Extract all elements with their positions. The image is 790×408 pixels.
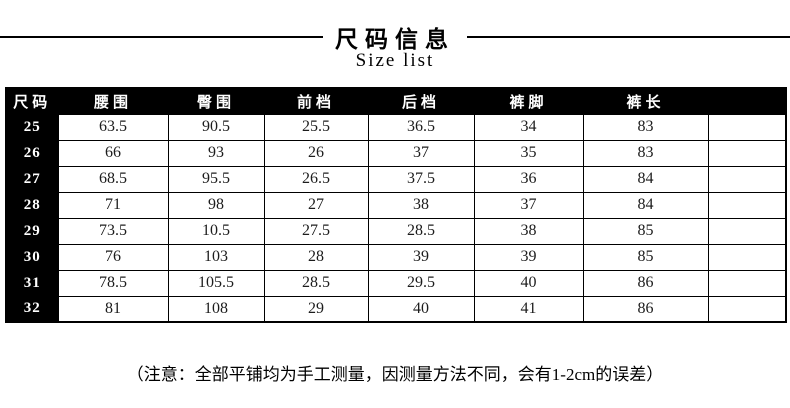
- table-cell: 38: [367, 191, 475, 219]
- table-cell: [707, 217, 787, 245]
- table-cell: 68.5: [57, 165, 169, 193]
- title-band: 尺码信息: [0, 20, 790, 54]
- table-cell: 85: [582, 243, 709, 271]
- table-cell: 78.5: [57, 269, 169, 297]
- table-cell: 108: [167, 295, 265, 323]
- table-cell: [707, 295, 787, 323]
- size-cell: 25: [5, 113, 59, 141]
- table-cell: 29: [263, 295, 369, 323]
- table-cell: 26.5: [263, 165, 369, 193]
- header-pants-length: 裤长: [582, 87, 709, 115]
- title-decorative-line-right: [467, 36, 790, 38]
- table-cell: 38: [473, 217, 584, 245]
- table-cell: 37: [473, 191, 584, 219]
- table-cell: 90.5: [167, 113, 265, 141]
- table-cell: 84: [582, 165, 709, 193]
- table-cell: 86: [582, 269, 709, 297]
- table-row: 25 63.5 90.5 25.5 36.5 34 83: [5, 113, 787, 141]
- table-cell: 83: [582, 113, 709, 141]
- table-row: 26 66 93 26 37 35 83: [5, 139, 787, 167]
- size-table: 尺码 腰围 臀围 前档 后档 裤脚 裤长 25 63.5 90.5 25.5 3…: [5, 87, 787, 323]
- table-cell: 27.5: [263, 217, 369, 245]
- table-cell: 40: [367, 295, 475, 323]
- table-cell: 76: [57, 243, 169, 271]
- table-cell: 25.5: [263, 113, 369, 141]
- header-waist: 腰围: [57, 87, 169, 115]
- table-cell: 63.5: [57, 113, 169, 141]
- table-cell: 93: [167, 139, 265, 167]
- header-front-rise: 前档: [263, 87, 369, 115]
- header-size: 尺码: [5, 87, 59, 115]
- table-cell: 95.5: [167, 165, 265, 193]
- table-cell: 40: [473, 269, 584, 297]
- table-cell: 73.5: [57, 217, 169, 245]
- table-row: 32 81 108 29 40 41 86: [5, 295, 787, 323]
- table-cell: 28.5: [263, 269, 369, 297]
- header-leg-opening: 裤脚: [473, 87, 584, 115]
- table-header-row: 尺码 腰围 臀围 前档 后档 裤脚 裤长: [5, 87, 787, 115]
- table-cell: 36: [473, 165, 584, 193]
- table-cell: 66: [57, 139, 169, 167]
- table-cell: 84: [582, 191, 709, 219]
- size-cell: 29: [5, 217, 59, 245]
- size-cell: 30: [5, 243, 59, 271]
- size-cell: 26: [5, 139, 59, 167]
- table-cell: 105.5: [167, 269, 265, 297]
- table-cell: 81: [57, 295, 169, 323]
- table-row: 29 73.5 10.5 27.5 28.5 38 85: [5, 217, 787, 245]
- table-cell: 26: [263, 139, 369, 167]
- table-cell: 28.5: [367, 217, 475, 245]
- table-cell: 27: [263, 191, 369, 219]
- table-cell: 39: [367, 243, 475, 271]
- table-cell: 37: [367, 139, 475, 167]
- table-cell: 37.5: [367, 165, 475, 193]
- table-row: 28 71 98 27 38 37 84: [5, 191, 787, 219]
- table-cell: 41: [473, 295, 584, 323]
- table-cell: 10.5: [167, 217, 265, 245]
- table-cell: 35: [473, 139, 584, 167]
- size-cell: 32: [5, 295, 59, 323]
- table-cell: 34: [473, 113, 584, 141]
- table-cell: [707, 165, 787, 193]
- table-cell: [707, 113, 787, 141]
- table-cell: 103: [167, 243, 265, 271]
- page-title: 尺码信息: [335, 27, 455, 52]
- table-cell: 36.5: [367, 113, 475, 141]
- table-cell: 28: [263, 243, 369, 271]
- table-cell: [707, 269, 787, 297]
- table-row: 30 76 103 28 39 39 85: [5, 243, 787, 271]
- table-cell: 83: [582, 139, 709, 167]
- page-subtitle: Size list: [355, 50, 435, 71]
- size-cell: 27: [5, 165, 59, 193]
- table-cell: [707, 191, 787, 219]
- header-empty: [707, 87, 787, 115]
- header-back-rise: 后档: [367, 87, 475, 115]
- title-decorative-line-left: [0, 36, 323, 38]
- size-cell: 28: [5, 191, 59, 219]
- table-row: 27 68.5 95.5 26.5 37.5 36 84: [5, 165, 787, 193]
- table-cell: 98: [167, 191, 265, 219]
- header-hip: 臀围: [167, 87, 265, 115]
- table-row: 31 78.5 105.5 28.5 29.5 40 86: [5, 269, 787, 297]
- table-cell: 71: [57, 191, 169, 219]
- table-cell: [707, 139, 787, 167]
- table-cell: 39: [473, 243, 584, 271]
- measurement-note: （注意：全部平铺均为手工测量，因测量方法不同，会有1-2cm的误差）: [126, 365, 664, 384]
- size-cell: 31: [5, 269, 59, 297]
- table-cell: 29.5: [367, 269, 475, 297]
- table-cell: 85: [582, 217, 709, 245]
- table-cell: [707, 243, 787, 271]
- table-cell: 86: [582, 295, 709, 323]
